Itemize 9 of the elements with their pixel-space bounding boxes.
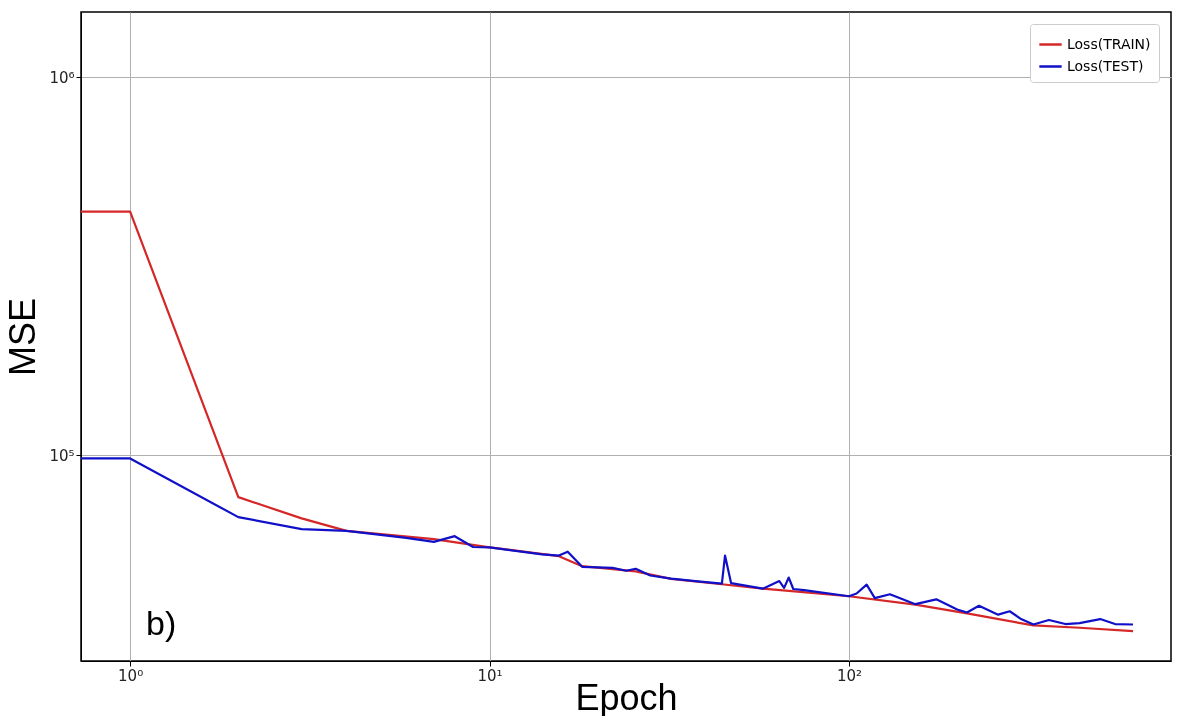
x-tick-label: 10⁰ <box>118 666 144 685</box>
annotation: b) <box>146 604 177 642</box>
legend-label: Loss(TEST) <box>1067 57 1144 74</box>
x-tick-label: 10¹ <box>477 666 503 685</box>
x-tick-label: 10² <box>836 666 863 685</box>
legend-label: Loss(TRAIN) <box>1067 35 1151 52</box>
y-tick-label: 10⁵ <box>49 446 75 465</box>
y-axis-title: MSE <box>2 297 44 377</box>
y-tick-label: 10⁶ <box>49 68 75 87</box>
